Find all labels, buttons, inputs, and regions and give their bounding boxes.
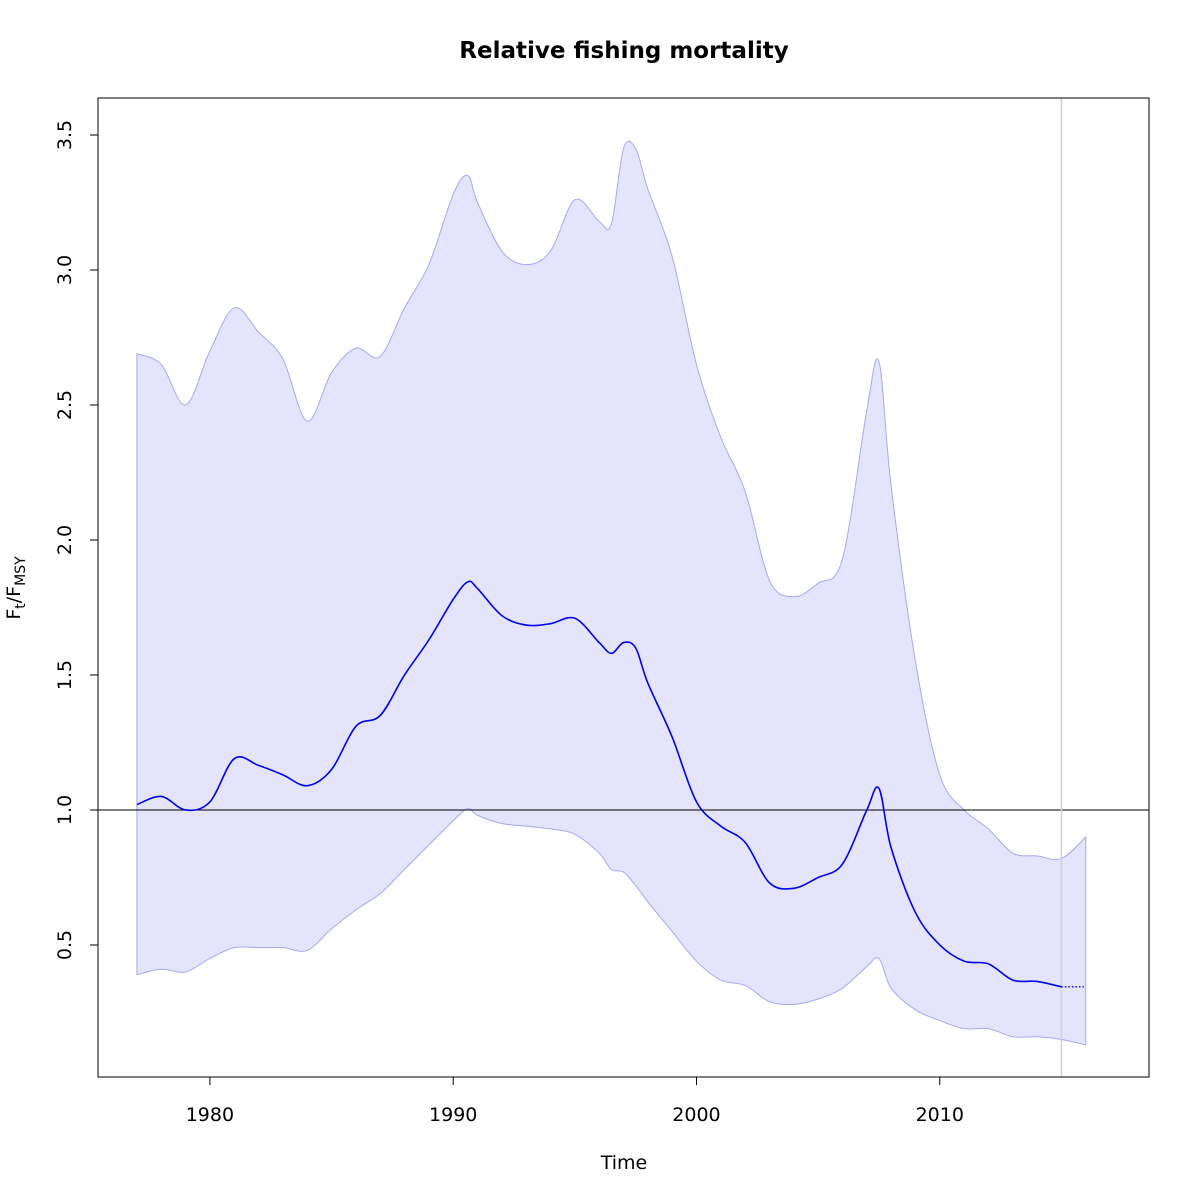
line <box>136 580 1062 988</box>
chart-title: Relative fishing mortality <box>459 38 788 64</box>
y-label-part: MSY <box>13 556 29 586</box>
y-label-part: t <box>13 603 29 609</box>
y-label-part: F <box>3 609 25 620</box>
x-tick-label: 1980 <box>186 1104 234 1126</box>
y-label-part: /F <box>3 586 25 603</box>
y-tick-label: 2.5 <box>54 390 76 420</box>
y-tick-label: 0.5 <box>54 930 76 960</box>
x-axis-label: Time <box>600 1152 648 1174</box>
plot-frame <box>97 97 1150 1078</box>
x-tick-label: 2000 <box>672 1104 720 1126</box>
y-axis-label: Ft/FMSY <box>3 556 29 620</box>
x-tick-label: 2010 <box>916 1104 964 1126</box>
y-tick-label: 1.5 <box>54 660 76 690</box>
x-tick-label: 1990 <box>429 1104 477 1126</box>
confidence-band <box>136 140 1087 1046</box>
y-tick-label: 2.0 <box>54 525 76 555</box>
y-tick-label: 3.0 <box>54 255 76 285</box>
y-tick-label: 3.5 <box>54 120 76 150</box>
y-tick-label: 1.0 <box>54 795 76 825</box>
